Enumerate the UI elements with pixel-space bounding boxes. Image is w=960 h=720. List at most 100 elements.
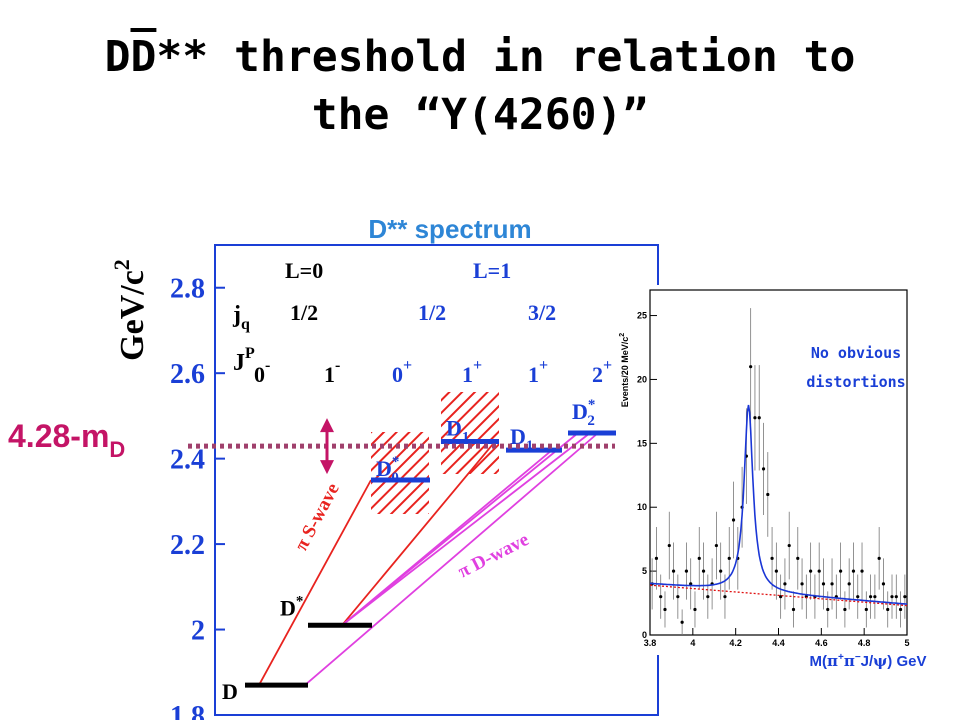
scatter-point xyxy=(689,582,693,586)
energy-level-label: D1 xyxy=(446,416,469,446)
scatter-x-tick-label: 4 xyxy=(690,638,695,648)
scatter-point xyxy=(770,556,774,560)
jq-2: 1/2 xyxy=(418,300,446,325)
jp-value: 2+ xyxy=(592,357,612,387)
scatter-point xyxy=(796,556,800,560)
level-y-axis-label-text: GeV/c xyxy=(114,270,151,361)
energy-level-label-main: D xyxy=(510,424,526,449)
scatter-point xyxy=(701,569,706,573)
scatter-x-tick-label: 5 xyxy=(904,638,909,648)
energy-level-label-main: D xyxy=(280,595,296,620)
jp-columns: 0- 1- 0+ 1+ 1+ 2+ xyxy=(254,357,612,387)
scatter-point xyxy=(697,556,701,560)
scatter-points xyxy=(650,308,907,635)
level-diagram-frame xyxy=(214,244,659,716)
scatter-point xyxy=(676,595,680,599)
scatter-point xyxy=(860,569,864,573)
level-y-tick-label: 2.8 xyxy=(170,274,205,305)
scatter-point xyxy=(881,582,886,586)
threshold-arrow-head-up xyxy=(320,418,334,433)
scatter-point xyxy=(757,416,761,420)
xl-1: π xyxy=(827,652,838,670)
level-diagram: 1.822.22.42.62.8 GeV/c2 L=0 L=1 jq 1/2 1… xyxy=(109,244,659,720)
energy-level-label-sub: 1 xyxy=(462,430,470,446)
scatter-y-tick-label: 25 xyxy=(637,311,647,321)
transition-lines xyxy=(258,432,599,686)
jp-value: 1+ xyxy=(528,357,548,387)
scatter-x-tick-label: 3.8 xyxy=(644,638,657,648)
threshold-label-sub: D xyxy=(109,437,125,462)
xl-5: J/ xyxy=(861,653,874,670)
scatter-point xyxy=(753,416,757,420)
scatter-point xyxy=(843,607,847,612)
scatter-point xyxy=(684,569,689,573)
scatter-point xyxy=(706,595,710,599)
jp-value-main: 1 xyxy=(324,362,335,387)
scatter-point xyxy=(680,620,684,624)
scatter-point xyxy=(800,582,804,586)
title-rest: ** threshold in relation to xyxy=(156,32,856,82)
threshold-label-text: 4.28-m xyxy=(8,418,109,454)
scatter-point xyxy=(783,582,787,586)
level-y-tick-label: 1.8 xyxy=(170,701,205,720)
xl-6: ψ xyxy=(873,652,887,670)
scatter-point xyxy=(873,595,877,599)
note-line-2: distortions xyxy=(806,373,905,391)
jp-value-main: 1 xyxy=(462,362,473,387)
energy-level-label-sub: 2 xyxy=(587,413,595,429)
xl-2: + xyxy=(838,652,844,663)
jp-value-main: 1 xyxy=(528,362,539,387)
scatter-point xyxy=(774,569,778,573)
jq-3: 3/2 xyxy=(528,300,556,325)
scatter-point xyxy=(659,595,663,599)
row-label-jq-sub: q xyxy=(241,316,250,333)
jp-value: 0+ xyxy=(392,357,412,387)
scatter-point xyxy=(894,595,898,599)
scatter-x-tick-label: 4.6 xyxy=(815,638,828,648)
scatter-point xyxy=(856,595,860,599)
energy-level-label: D xyxy=(222,679,238,704)
energy-level-label-main: D xyxy=(222,679,238,704)
scatter-point xyxy=(714,543,718,548)
scatter-y-tick-label: 10 xyxy=(637,502,647,512)
scatter-y-axis-label-sup: 2 xyxy=(619,333,626,337)
xl-4: − xyxy=(855,652,861,663)
energy-level-label-sub: 1 xyxy=(526,438,534,454)
slide-title: DD** threshold in relation to the “Y(426… xyxy=(0,28,960,144)
scatter-point xyxy=(667,543,671,548)
note-line-1: No obvious xyxy=(811,344,901,362)
transition-line xyxy=(304,432,599,686)
jp-value-sup: + xyxy=(539,357,548,374)
energy-levels: DD*D* 0D1 D1D* 2 xyxy=(222,397,616,704)
transition-line xyxy=(341,432,591,626)
scatter-x-tick-label: 4.2 xyxy=(729,638,742,648)
scatter-y-tick-label: 20 xyxy=(637,374,647,384)
level-y-tick-label: 2.2 xyxy=(170,530,205,561)
scatter-point xyxy=(868,595,873,599)
row-label-jp-main: J xyxy=(233,350,245,376)
scatter-y-tick-label: 5 xyxy=(642,566,647,576)
scatter-x-tick-label: 4.4 xyxy=(772,638,785,648)
xl-7: ) GeV xyxy=(887,653,926,670)
transition-line xyxy=(258,479,372,686)
energy-level-label: D* xyxy=(280,593,303,620)
jp-value-main: 0 xyxy=(254,362,265,387)
scatter-point xyxy=(830,582,834,586)
energy-level-label-main: D xyxy=(572,399,588,424)
scatter-point xyxy=(817,569,821,573)
scatter-y-tick-label: 15 xyxy=(637,438,647,448)
scatter-point xyxy=(886,607,890,612)
row-label-jp-sup: P xyxy=(245,345,255,362)
scatter-point xyxy=(821,582,826,586)
title-dbar: D xyxy=(130,32,157,82)
jp-value: 1+ xyxy=(462,357,482,387)
scatter-y-tick-label: 0 xyxy=(642,630,647,640)
scatter-point xyxy=(877,556,881,560)
scatter-point xyxy=(864,607,868,612)
scatter-y-axis-label-text: Events/20 MeV/c xyxy=(620,337,630,408)
energy-level-label: D1 xyxy=(510,424,533,454)
scatter-point xyxy=(663,607,667,612)
level-y-axis-label: GeV/c2 xyxy=(109,259,151,361)
scatter-point xyxy=(671,569,676,573)
